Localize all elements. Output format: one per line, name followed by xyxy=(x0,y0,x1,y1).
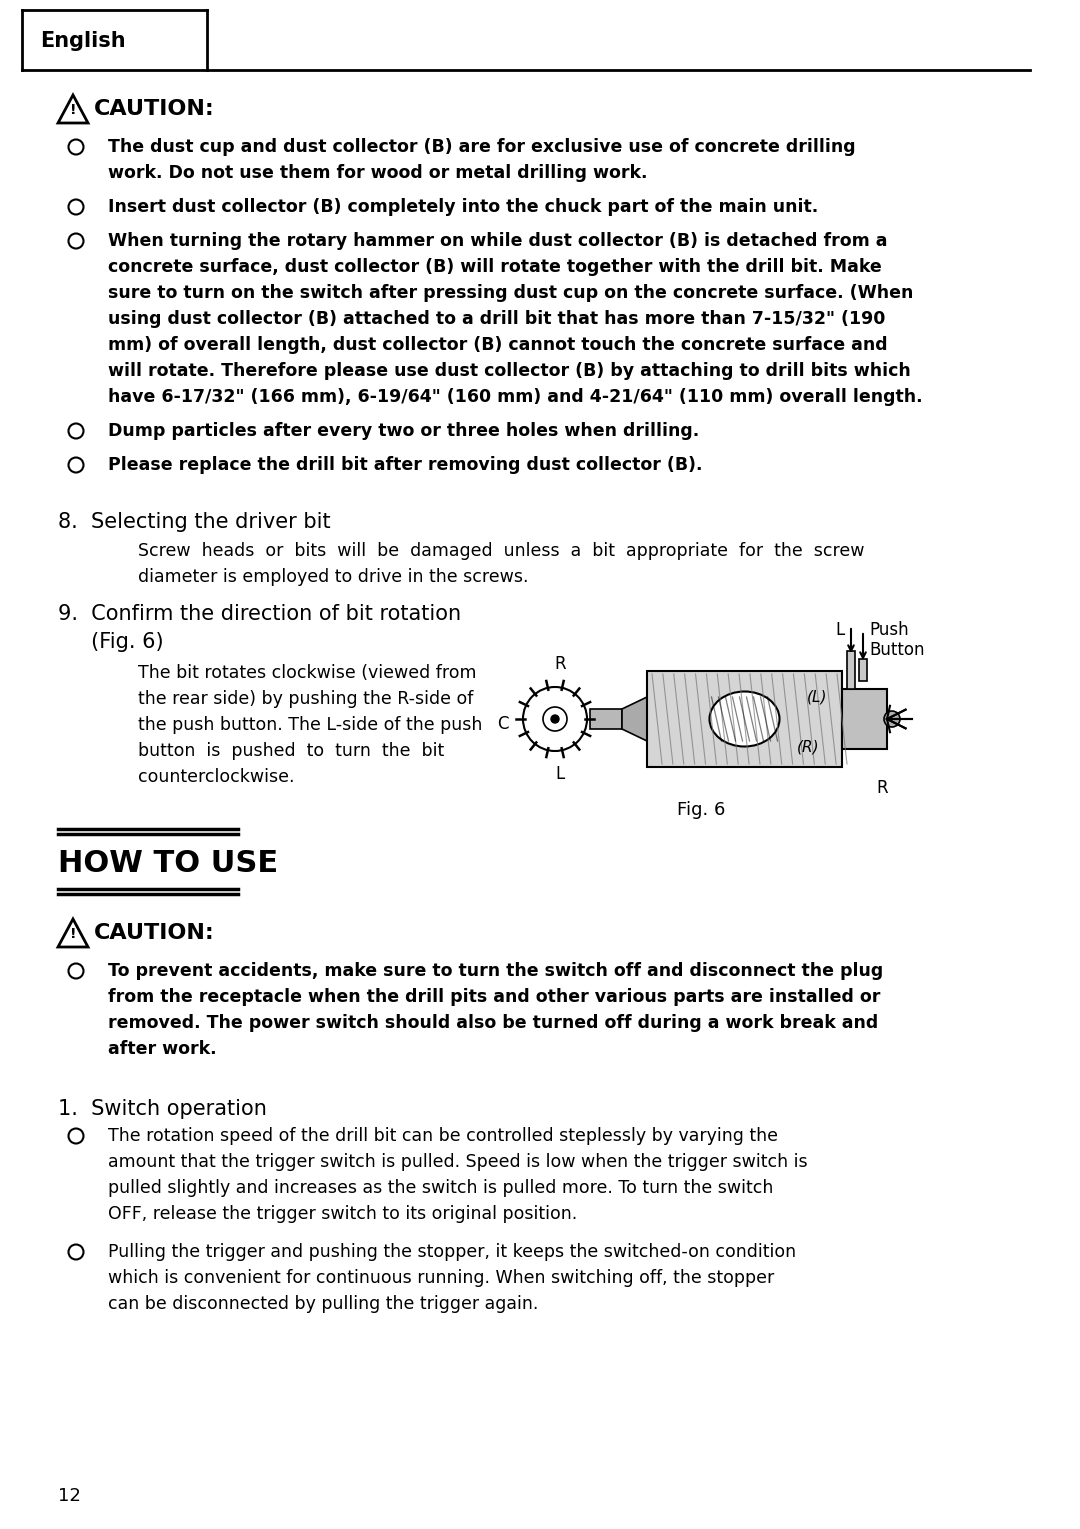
Text: HOW TO USE: HOW TO USE xyxy=(58,849,279,878)
Text: can be disconnected by pulling the trigger again.: can be disconnected by pulling the trigg… xyxy=(108,1295,538,1313)
Text: (Fig. 6): (Fig. 6) xyxy=(58,631,164,651)
Text: CAUTION:: CAUTION: xyxy=(94,99,215,119)
Text: To prevent accidents, make sure to turn the switch off and disconnect the plug: To prevent accidents, make sure to turn … xyxy=(108,962,883,980)
Text: (R): (R) xyxy=(797,740,820,755)
Text: OFF, release the trigger switch to its original position.: OFF, release the trigger switch to its o… xyxy=(108,1205,577,1223)
Text: the push button. The L-side of the push: the push button. The L-side of the push xyxy=(138,716,483,734)
Text: sure to turn on the switch after pressing dust cup on the concrete surface. (Whe: sure to turn on the switch after pressin… xyxy=(108,284,914,303)
Text: CAUTION:: CAUTION: xyxy=(94,924,215,943)
Text: diameter is employed to drive in the screws.: diameter is employed to drive in the scr… xyxy=(138,567,528,586)
Text: using dust collector (B) attached to a drill bit that has more than 7-15/32" (19: using dust collector (B) attached to a d… xyxy=(108,310,886,329)
Text: work. Do not use them for wood or metal drilling work.: work. Do not use them for wood or metal … xyxy=(108,164,648,182)
Text: concrete surface, dust collector (B) will rotate together with the drill bit. Ma: concrete surface, dust collector (B) wil… xyxy=(108,258,881,277)
Ellipse shape xyxy=(710,691,780,746)
Bar xyxy=(847,651,855,690)
Bar xyxy=(859,659,867,680)
Text: Push: Push xyxy=(869,621,908,639)
Circle shape xyxy=(885,711,900,726)
Text: The dust cup and dust collector (B) are for exclusive use of concrete drilling: The dust cup and dust collector (B) are … xyxy=(108,138,855,156)
Text: R: R xyxy=(876,778,888,797)
Text: 1.  Switch operation: 1. Switch operation xyxy=(58,1099,267,1119)
Text: When turning the rotary hammer on while dust collector (B) is detached from a: When turning the rotary hammer on while … xyxy=(108,232,888,251)
Text: from the receptacle when the drill pits and other various parts are installed or: from the receptacle when the drill pits … xyxy=(108,988,880,1006)
Text: the rear side) by pushing the R-side of: the rear side) by pushing the R-side of xyxy=(138,690,473,708)
Text: Button: Button xyxy=(869,641,924,659)
Text: 12: 12 xyxy=(58,1488,81,1505)
Text: (L): (L) xyxy=(807,690,827,703)
Circle shape xyxy=(551,716,559,723)
Text: after work.: after work. xyxy=(108,1040,217,1058)
Text: L: L xyxy=(555,764,565,783)
FancyBboxPatch shape xyxy=(647,671,842,768)
Text: Please replace the drill bit after removing dust collector (B).: Please replace the drill bit after remov… xyxy=(108,456,702,474)
Text: 8.  Selecting the driver bit: 8. Selecting the driver bit xyxy=(58,512,330,532)
Bar xyxy=(842,690,887,749)
Bar xyxy=(590,709,622,729)
Text: The bit rotates clockwise (viewed from: The bit rotates clockwise (viewed from xyxy=(138,664,476,682)
Text: pulled slightly and increases as the switch is pulled more. To turn the switch: pulled slightly and increases as the swi… xyxy=(108,1179,773,1197)
Text: R: R xyxy=(554,654,566,673)
Text: counterclockwise.: counterclockwise. xyxy=(138,768,295,786)
Text: have 6-17/32" (166 mm), 6-19/64" (160 mm) and 4-21/64" (110 mm) overall length.: have 6-17/32" (166 mm), 6-19/64" (160 mm… xyxy=(108,388,922,407)
Text: Pulling the trigger and pushing the stopper, it keeps the switched-on condition: Pulling the trigger and pushing the stop… xyxy=(108,1243,796,1261)
Text: Dump particles after every two or three holes when drilling.: Dump particles after every two or three … xyxy=(108,422,699,440)
Text: which is convenient for continuous running. When switching off, the stopper: which is convenient for continuous runni… xyxy=(108,1269,774,1287)
Text: Insert dust collector (B) completely into the chuck part of the main unit.: Insert dust collector (B) completely int… xyxy=(108,197,819,216)
Text: 9.  Confirm the direction of bit rotation: 9. Confirm the direction of bit rotation xyxy=(58,604,461,624)
Text: amount that the trigger switch is pulled. Speed is low when the trigger switch i: amount that the trigger switch is pulled… xyxy=(108,1153,808,1171)
Text: Screw  heads  or  bits  will  be  damaged  unless  a  bit  appropriate  for  the: Screw heads or bits will be damaged unle… xyxy=(138,541,864,560)
Text: mm) of overall length, dust collector (B) cannot touch the concrete surface and: mm) of overall length, dust collector (B… xyxy=(108,336,888,355)
Text: Fig. 6: Fig. 6 xyxy=(677,801,725,820)
Text: The rotation speed of the drill bit can be controlled steplessly by varying the: The rotation speed of the drill bit can … xyxy=(108,1127,778,1145)
Text: will rotate. Therefore please use dust collector (B) by attaching to drill bits : will rotate. Therefore please use dust c… xyxy=(108,362,910,381)
Text: removed. The power switch should also be turned off during a work break and: removed. The power switch should also be… xyxy=(108,1014,878,1032)
Text: English: English xyxy=(40,31,125,50)
Polygon shape xyxy=(622,697,647,742)
Text: L: L xyxy=(836,621,845,639)
Text: button  is  pushed  to  turn  the  bit: button is pushed to turn the bit xyxy=(138,742,444,760)
Text: !: ! xyxy=(70,928,77,942)
Text: C: C xyxy=(498,716,509,732)
Text: !: ! xyxy=(70,104,77,118)
